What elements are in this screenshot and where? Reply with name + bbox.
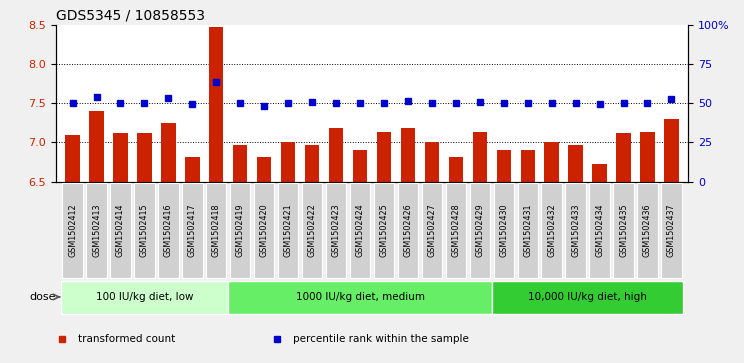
Bar [305,145,319,182]
Bar [592,164,607,182]
FancyBboxPatch shape [254,183,275,278]
FancyBboxPatch shape [398,183,418,278]
Bar [329,129,343,182]
Bar [161,123,176,182]
FancyBboxPatch shape [230,183,251,278]
Text: GSM1502424: GSM1502424 [356,204,365,257]
Bar [281,143,295,182]
Bar [521,150,535,182]
Text: GSM1502436: GSM1502436 [643,204,652,257]
FancyBboxPatch shape [62,183,83,278]
FancyBboxPatch shape [589,183,610,278]
Text: GSM1502435: GSM1502435 [619,204,628,257]
FancyBboxPatch shape [326,183,346,278]
Text: 1000 IU/kg diet, medium: 1000 IU/kg diet, medium [295,292,425,302]
Text: GSM1502420: GSM1502420 [260,204,269,257]
Bar [401,129,415,182]
Bar [664,119,679,182]
Text: GSM1502425: GSM1502425 [379,204,388,257]
FancyBboxPatch shape [638,183,658,278]
Text: 10,000 IU/kg diet, high: 10,000 IU/kg diet, high [528,292,647,302]
Bar [65,135,80,182]
Text: GSM1502427: GSM1502427 [427,204,437,257]
FancyBboxPatch shape [158,183,179,278]
FancyBboxPatch shape [350,183,371,278]
Bar [185,156,199,182]
Text: GSM1502421: GSM1502421 [283,204,292,257]
Text: GSM1502431: GSM1502431 [523,204,532,257]
Bar [449,156,463,182]
Text: GSM1502433: GSM1502433 [571,204,580,257]
Text: dose: dose [30,292,57,302]
Text: GSM1502415: GSM1502415 [140,204,149,257]
FancyBboxPatch shape [302,183,322,278]
FancyBboxPatch shape [422,183,442,278]
Bar [233,145,248,182]
Text: GSM1502413: GSM1502413 [92,204,101,257]
Bar [568,145,583,182]
FancyBboxPatch shape [565,183,586,278]
Text: GSM1502417: GSM1502417 [187,204,197,257]
Text: GDS5345 / 10858553: GDS5345 / 10858553 [56,9,205,23]
Bar [496,150,511,182]
Bar [137,133,152,182]
FancyBboxPatch shape [60,281,228,314]
FancyBboxPatch shape [134,183,155,278]
Bar [209,27,223,182]
Text: GSM1502418: GSM1502418 [212,204,221,257]
Text: GSM1502419: GSM1502419 [236,204,245,257]
Text: GSM1502423: GSM1502423 [332,204,341,257]
Text: GSM1502429: GSM1502429 [475,204,484,257]
FancyBboxPatch shape [278,183,298,278]
FancyBboxPatch shape [493,183,514,278]
FancyBboxPatch shape [182,183,202,278]
Text: 100 IU/kg diet, low: 100 IU/kg diet, low [96,292,193,302]
Bar [472,131,487,182]
Text: GSM1502416: GSM1502416 [164,204,173,257]
FancyBboxPatch shape [110,183,131,278]
FancyBboxPatch shape [613,183,634,278]
Bar [89,111,103,182]
Text: GSM1502437: GSM1502437 [667,204,676,257]
Text: GSM1502432: GSM1502432 [547,204,557,257]
Text: transformed count: transformed count [78,334,175,344]
Bar [425,143,439,182]
FancyBboxPatch shape [542,183,562,278]
FancyBboxPatch shape [469,183,490,278]
Bar [545,143,559,182]
Text: GSM1502434: GSM1502434 [595,204,604,257]
FancyBboxPatch shape [661,183,682,278]
Bar [257,156,272,182]
Bar [376,132,391,182]
Text: GSM1502422: GSM1502422 [307,204,317,257]
Text: GSM1502428: GSM1502428 [452,204,461,257]
FancyBboxPatch shape [373,183,394,278]
Text: GSM1502412: GSM1502412 [68,204,77,257]
Bar [641,132,655,182]
Bar [353,150,368,182]
Text: GSM1502414: GSM1502414 [116,204,125,257]
FancyBboxPatch shape [228,281,492,314]
Bar [616,133,631,182]
Text: percentile rank within the sample: percentile rank within the sample [293,334,469,344]
Text: GSM1502426: GSM1502426 [403,204,412,257]
FancyBboxPatch shape [446,183,466,278]
FancyBboxPatch shape [86,183,106,278]
FancyBboxPatch shape [206,183,226,278]
FancyBboxPatch shape [518,183,538,278]
Text: GSM1502430: GSM1502430 [499,204,508,257]
Bar [113,133,128,182]
FancyBboxPatch shape [492,281,684,314]
